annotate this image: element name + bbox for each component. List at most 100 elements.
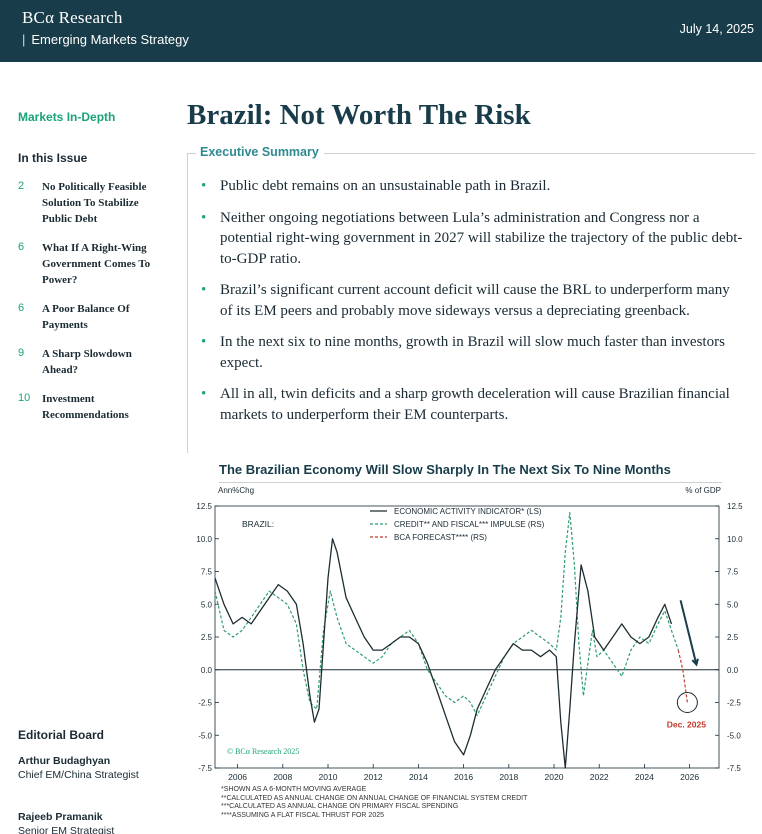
x-tick-label: 2026: [680, 772, 699, 782]
slowdown-arrow-head: [691, 658, 699, 667]
member-role: Senior EM Strategist: [18, 825, 115, 834]
activity-indicator-line: [214, 538, 673, 769]
x-tick-label: 2008: [273, 772, 292, 782]
series-layer: [214, 512, 688, 769]
right-axis-ticks: % of GDP 12.5 10.0 7.5 5.0 2.5 0.0 -2.5 -5.0 -7.5: [685, 486, 743, 773]
y-tick-label-right: 7.5: [727, 568, 739, 577]
y-tick-label-left: -5.0: [198, 731, 212, 740]
toc-page-number: 6: [18, 302, 25, 314]
toc-title: What If A Right-Wing Government Comes To…: [42, 242, 151, 286]
toc-title: A Sharp Slowdown Ahead?: [42, 348, 132, 376]
forecast-line: [677, 649, 688, 703]
footnote: *SHOWN AS A 6-MONTH MOVING AVERAGE: [221, 786, 367, 793]
toc-title: A Poor Balance Of Payments: [42, 303, 130, 331]
product-line: | Emerging Markets Strategy: [22, 32, 189, 47]
y-tick-label-left: 10.0: [196, 535, 212, 544]
summary-bullet: Neither ongoing negotiations between Lul…: [200, 208, 745, 270]
x-tick-label: 2022: [590, 772, 609, 782]
y-tick-label-left: -2.5: [198, 699, 212, 708]
x-tick-label: 2012: [364, 772, 383, 782]
executive-summary-label: Executive Summary: [196, 145, 324, 159]
table-of-contents: 2 No Politically Feasible Solution To St…: [18, 179, 168, 436]
chart-watermark: © BCα Research 2025: [227, 747, 299, 756]
legend-label: BCA FORECAST**** (RS): [394, 533, 487, 542]
toc-page-number: 6: [18, 241, 25, 253]
x-axis-ticks: 2006 2008 2010 2012 2014 2016 2018 2020 2022 2024…: [228, 764, 699, 782]
summary-bullet: All in all, twin deficits and a sharp gr…: [200, 384, 745, 425]
left-axis-ticks: Ann%Chg 12.5 10.0 7.5 5.0 2.5 0.0 -2.5 -5.0 -7.5: [196, 486, 254, 773]
summary-bullet: Public debt remains on an unsustainable …: [200, 176, 745, 197]
board-member: Rajeeb Pramanik Senior EM Strategist: [18, 811, 158, 834]
y-tick-label-right: -7.5: [727, 764, 741, 773]
member-name: Arthur Budaghyan: [18, 755, 111, 767]
toc-item[interactable]: 6 What If A Right-Wing Government Comes …: [18, 240, 168, 288]
report-date: July 14, 2025: [679, 22, 754, 36]
chart-footnotes: *SHOWN AS A 6-MONTH MOVING AVERAGE **CAL…: [221, 786, 527, 821]
x-tick-label: 2010: [319, 772, 338, 782]
y-tick-label-right: -5.0: [727, 731, 741, 740]
y-tick-label-left: 0.0: [201, 666, 213, 675]
section-label: Markets In-Depth: [18, 110, 116, 124]
right-axis-label: % of GDP: [685, 486, 721, 495]
toc-page-number: 9: [18, 347, 25, 359]
chart-title-rule: [219, 482, 722, 483]
x-tick-label: 2020: [545, 772, 564, 782]
y-tick-label-right: 10.0: [727, 535, 743, 544]
legend-label: ECONOMIC ACTIVITY INDICATOR* (LS): [394, 507, 542, 516]
footnote: ****ASSUMING A FLAT FISCAL THRUST FOR 20…: [221, 812, 384, 820]
y-tick-label-right: -2.5: [727, 699, 741, 708]
brazil-economy-chart: Ann%Chg12.510.07.55.02.50.0-2.5-5.0-7.5 …: [196, 486, 743, 782]
toc-item[interactable]: 2 No Politically Feasible Solution To St…: [18, 179, 168, 227]
impulse-line: [214, 512, 679, 717]
toc-page-number: 10: [18, 392, 31, 404]
toc-item[interactable]: 10 Investment Recommendations: [18, 391, 168, 423]
brand-logo: BCα Research: [22, 8, 123, 27]
x-tick-label: 2024: [635, 772, 654, 782]
legend: BRAZIL: ECONOMIC ACTIVITY INDICATOR* (LS)…: [242, 507, 545, 542]
summary-bullet: In the next six to nine months, growth i…: [200, 332, 745, 373]
legend-label: CREDIT** AND FISCAL*** IMPULSE (RS): [394, 520, 545, 529]
footnote: **CALCULATED AS ANNUAL CHANGE ON ANNUAL …: [221, 794, 528, 802]
forecast-annotation: Dec. 2025: [667, 720, 706, 730]
forecast-circle: [676, 692, 698, 713]
report-title: Brazil: Not Worth The Risk: [187, 99, 531, 131]
chart-title: The Brazilian Economy Will Slow Sharply …: [219, 462, 671, 477]
y-tick-label-right: 5.0: [727, 600, 739, 609]
slowdown-arrow-shaft: [679, 600, 698, 665]
product-name: Emerging Markets Strategy: [31, 32, 189, 47]
toc-item[interactable]: 9 A Sharp Slowdown Ahead?: [18, 346, 168, 378]
toc-item[interactable]: 6 A Poor Balance Of Payments: [18, 301, 168, 333]
x-tick-label: 2018: [499, 772, 518, 782]
product-separator: |: [22, 32, 26, 47]
editorial-board-heading: Editorial Board: [18, 728, 105, 742]
y-tick-label-left: -7.5: [198, 764, 212, 773]
toc-title: No Politically Feasible Solution To Stab…: [42, 181, 147, 225]
region-label: BRAZIL:: [242, 519, 274, 529]
toc-title: Investment Recommendations: [42, 393, 129, 421]
y-tick-label-left: 2.5: [201, 633, 213, 642]
report-header: BCα Research | Emerging Markets Strategy …: [0, 0, 762, 62]
x-tick-label: 2016: [454, 772, 473, 782]
y-tick-label-left: 5.0: [201, 600, 213, 609]
annotations: Dec. 2025 © BCα Research 2025: [227, 600, 706, 756]
x-tick-label: 2006: [228, 772, 247, 782]
footnote: ***CALCULATED AS ANNUAL CHANGE ON PRIMAR…: [221, 803, 459, 811]
x-tick-label: 2014: [409, 772, 428, 782]
left-axis-label: Ann%Chg: [218, 486, 254, 495]
toc-page-number: 2: [18, 180, 25, 192]
plot-border: [214, 505, 720, 769]
plot-frame: [214, 505, 720, 769]
y-tick-label-right: 2.5: [727, 633, 739, 642]
y-tick-label-left: 7.5: [201, 568, 213, 577]
member-name: Rajeeb Pramanik: [18, 811, 103, 823]
executive-summary: Executive Summary Public debt remains on…: [187, 145, 755, 453]
member-role: Chief EM/China Strategist: [18, 769, 139, 781]
summary-bullet: Brazil’s significant current account def…: [200, 280, 745, 321]
summary-bullets: Public debt remains on an unsustainable …: [200, 176, 745, 436]
y-tick-label-left: 12.5: [196, 502, 212, 511]
y-tick-label-right: 0.0: [727, 666, 739, 675]
board-member: Arthur Budaghyan Chief EM/China Strategi…: [18, 755, 148, 783]
y-tick-label-right: 12.5: [727, 502, 743, 511]
issue-heading: In this Issue: [18, 151, 88, 165]
sidebar: Markets In-Depth In this Issue 2 No Poli…: [0, 62, 180, 834]
